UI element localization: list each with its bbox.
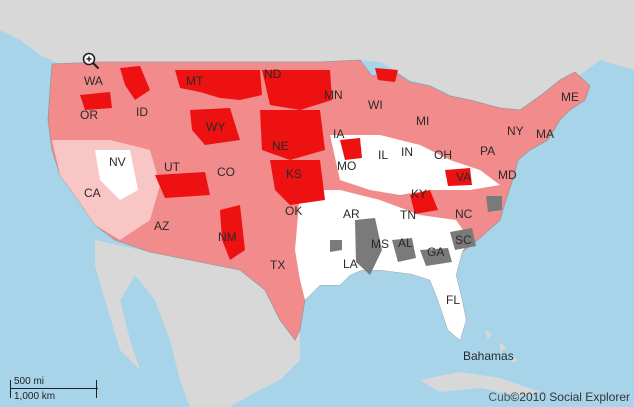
cuba-landmass: [420, 372, 540, 396]
gray-county-clusters: [330, 196, 502, 275]
credit-right-text: ©2010 Social Explorer: [510, 390, 630, 404]
scale-bar: 500 mi 1,000 km: [8, 376, 100, 406]
zoom-in-magnifier-icon[interactable]: [82, 52, 100, 70]
canada-landmass: [0, 0, 634, 120]
copyright-credit: Cub©2010 Social Explorer: [488, 390, 630, 404]
bahamas-islands: [485, 330, 518, 363]
region-white-nevada: [95, 150, 138, 200]
scale-miles-label: 500 mi: [14, 376, 45, 387]
red-county-clusters: [80, 66, 472, 260]
credit-left-text: Cub: [488, 390, 511, 404]
region-white-south: [295, 190, 470, 340]
mexico-landmass: [95, 240, 300, 407]
scale-km-label: 1,000 km: [14, 391, 56, 402]
